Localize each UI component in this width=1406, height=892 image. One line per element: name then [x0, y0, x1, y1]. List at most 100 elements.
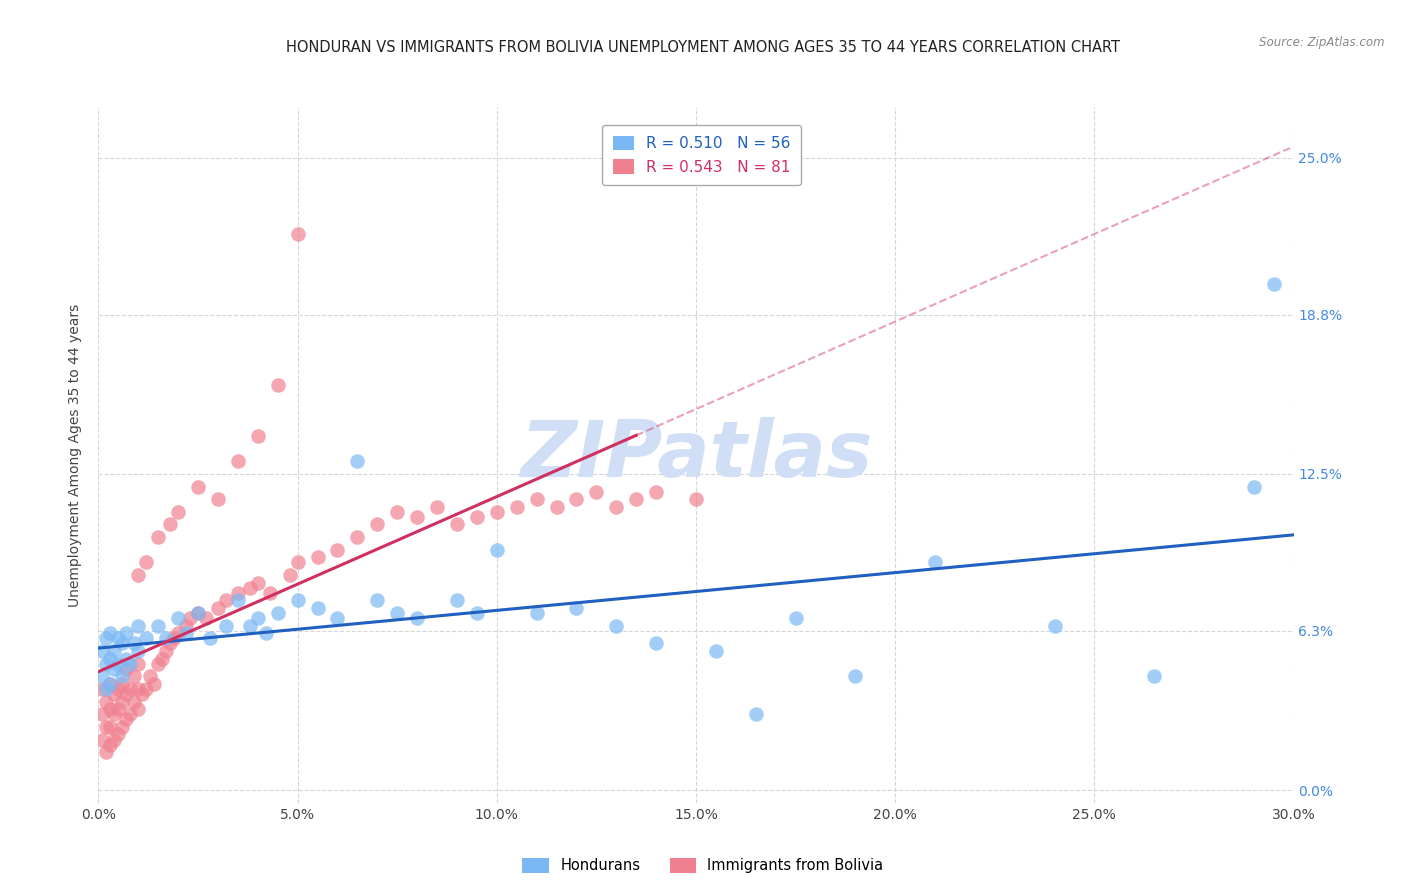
Text: HONDURAN VS IMMIGRANTS FROM BOLIVIA UNEMPLOYMENT AMONG AGES 35 TO 44 YEARS CORRE: HONDURAN VS IMMIGRANTS FROM BOLIVIA UNEM… [285, 40, 1121, 55]
Point [195, 611, 218, 625]
Point [1143, 669, 1166, 683]
Point [287, 556, 309, 570]
Point [239, 618, 262, 632]
Point [226, 586, 249, 600]
Point [546, 500, 568, 514]
Point [366, 593, 388, 607]
Point [148, 530, 170, 544]
Point [148, 618, 170, 632]
Point [159, 517, 181, 532]
Point [96, 695, 118, 709]
Point [785, 611, 807, 625]
Point [226, 593, 249, 607]
Point [107, 681, 129, 696]
Point [91, 707, 114, 722]
Point [187, 606, 209, 620]
Point [174, 618, 197, 632]
Point [565, 492, 588, 507]
Y-axis label: Unemployment Among Ages 35 to 44 years: Unemployment Among Ages 35 to 44 years [69, 303, 83, 607]
Point [127, 618, 149, 632]
Point [167, 611, 190, 625]
Point [207, 601, 229, 615]
Point [148, 657, 170, 671]
Point [98, 651, 122, 665]
Point [366, 517, 388, 532]
Point [287, 227, 309, 241]
Point [745, 707, 768, 722]
Point [98, 677, 122, 691]
Point [198, 632, 221, 646]
Point [187, 606, 209, 620]
Point [506, 500, 529, 514]
Point [107, 702, 129, 716]
Point [103, 662, 125, 676]
Point [565, 601, 588, 615]
Point [605, 618, 627, 632]
Point [163, 632, 186, 646]
Point [155, 632, 177, 646]
Point [115, 687, 138, 701]
Point [526, 606, 548, 620]
Point [346, 530, 368, 544]
Point [259, 586, 281, 600]
Point [239, 581, 262, 595]
Point [124, 669, 146, 683]
Point [385, 606, 409, 620]
Point [127, 657, 149, 671]
Point [226, 454, 249, 468]
Point [131, 687, 153, 701]
Legend: Hondurans, Immigrants from Bolivia: Hondurans, Immigrants from Bolivia [515, 850, 891, 880]
Point [103, 732, 125, 747]
Point [111, 669, 134, 683]
Point [446, 593, 468, 607]
Point [120, 707, 142, 722]
Point [98, 677, 122, 691]
Point [91, 644, 114, 658]
Point [107, 727, 129, 741]
Point [605, 500, 627, 514]
Point [111, 720, 134, 734]
Legend: R = 0.510   N = 56, R = 0.543   N = 81: R = 0.510 N = 56, R = 0.543 N = 81 [602, 125, 801, 186]
Point [167, 505, 190, 519]
Point [124, 695, 146, 709]
Point [111, 677, 134, 691]
Point [246, 429, 269, 443]
Point [135, 556, 157, 570]
Point [96, 720, 118, 734]
Point [254, 626, 277, 640]
Point [685, 492, 707, 507]
Point [406, 509, 429, 524]
Point [115, 662, 138, 676]
Point [526, 492, 548, 507]
Point [115, 626, 138, 640]
Point [155, 644, 177, 658]
Point [278, 568, 301, 582]
Point [215, 593, 238, 607]
Point [1243, 479, 1265, 493]
Point [111, 636, 134, 650]
Point [626, 492, 648, 507]
Point [96, 657, 118, 671]
Point [91, 732, 114, 747]
Point [1043, 618, 1066, 632]
Point [179, 611, 201, 625]
Point [127, 644, 149, 658]
Point [115, 712, 138, 726]
Point [107, 632, 129, 646]
Point [485, 505, 508, 519]
Point [307, 550, 329, 565]
Point [246, 575, 269, 590]
Point [139, 669, 162, 683]
Point [107, 657, 129, 671]
Point [426, 500, 449, 514]
Text: Source: ZipAtlas.com: Source: ZipAtlas.com [1260, 36, 1385, 49]
Point [98, 720, 122, 734]
Point [465, 606, 488, 620]
Point [111, 695, 134, 709]
Point [124, 636, 146, 650]
Point [135, 681, 157, 696]
Point [326, 542, 349, 557]
Point [215, 618, 238, 632]
Point [485, 542, 508, 557]
Point [446, 517, 468, 532]
